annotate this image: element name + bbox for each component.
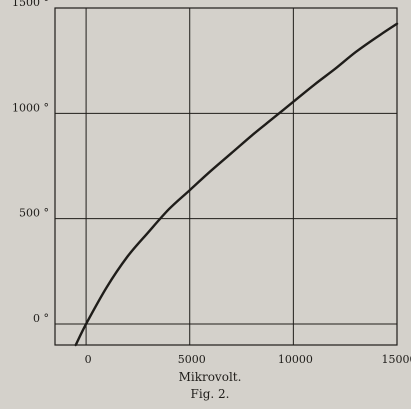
y-tick-label: 500 ° (19, 207, 49, 220)
figure-caption: Fig. 2. (191, 387, 230, 401)
x-tick-labels: 0 5000 10000 15000 (85, 353, 411, 366)
curve-group (74, 22, 399, 347)
series-line (74, 22, 399, 347)
plot-frame (54, 7, 398, 346)
y-tick-label: 1000 ° (12, 101, 49, 114)
y-tick-labels: 0 ° 500 ° 1000 ° 1500 ° (12, 0, 49, 325)
x-tick-label: 10000 (278, 353, 313, 366)
y-tick-label: 0 ° (33, 312, 49, 325)
x-tick-label: 0 (85, 353, 92, 366)
grid (54, 7, 398, 346)
y-tick-label: 1500 ° (12, 0, 49, 9)
x-tick-label: 5000 (178, 353, 206, 366)
x-tick-label: 15000 (382, 353, 411, 366)
x-axis-label: Mikrovolt. (179, 370, 242, 384)
